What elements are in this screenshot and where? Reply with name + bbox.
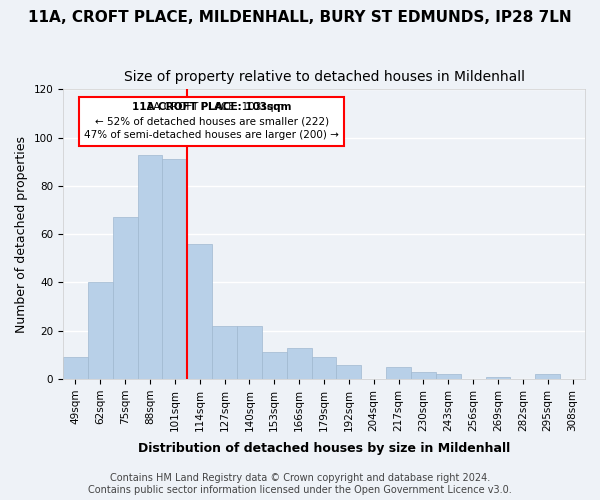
Bar <box>535 374 560 379</box>
Bar <box>386 367 411 379</box>
Text: 11A CROFT PLACE: 103sqm
← 52% of detached houses are smaller (222)
47% of semi-d: 11A CROFT PLACE: 103sqm ← 52% of detache… <box>85 102 339 141</box>
Text: 11A CROFT PLACE: 103sqm: 11A CROFT PLACE: 103sqm <box>132 102 292 113</box>
Bar <box>337 364 361 379</box>
Bar <box>262 352 287 379</box>
Bar <box>63 358 88 379</box>
Bar <box>411 372 436 379</box>
Bar <box>212 326 237 379</box>
Bar <box>287 348 311 379</box>
Title: Size of property relative to detached houses in Mildenhall: Size of property relative to detached ho… <box>124 70 524 84</box>
Text: Contains HM Land Registry data © Crown copyright and database right 2024.
Contai: Contains HM Land Registry data © Crown c… <box>88 474 512 495</box>
X-axis label: Distribution of detached houses by size in Mildenhall: Distribution of detached houses by size … <box>138 442 510 455</box>
Bar <box>485 376 511 379</box>
Text: 11A, CROFT PLACE, MILDENHALL, BURY ST EDMUNDS, IP28 7LN: 11A, CROFT PLACE, MILDENHALL, BURY ST ED… <box>28 10 572 25</box>
Bar <box>436 374 461 379</box>
Bar <box>137 154 163 379</box>
Bar <box>88 282 113 379</box>
Y-axis label: Number of detached properties: Number of detached properties <box>15 136 28 332</box>
Bar <box>113 218 137 379</box>
Bar <box>237 326 262 379</box>
Bar <box>187 244 212 379</box>
Bar <box>311 358 337 379</box>
Bar <box>163 160 187 379</box>
